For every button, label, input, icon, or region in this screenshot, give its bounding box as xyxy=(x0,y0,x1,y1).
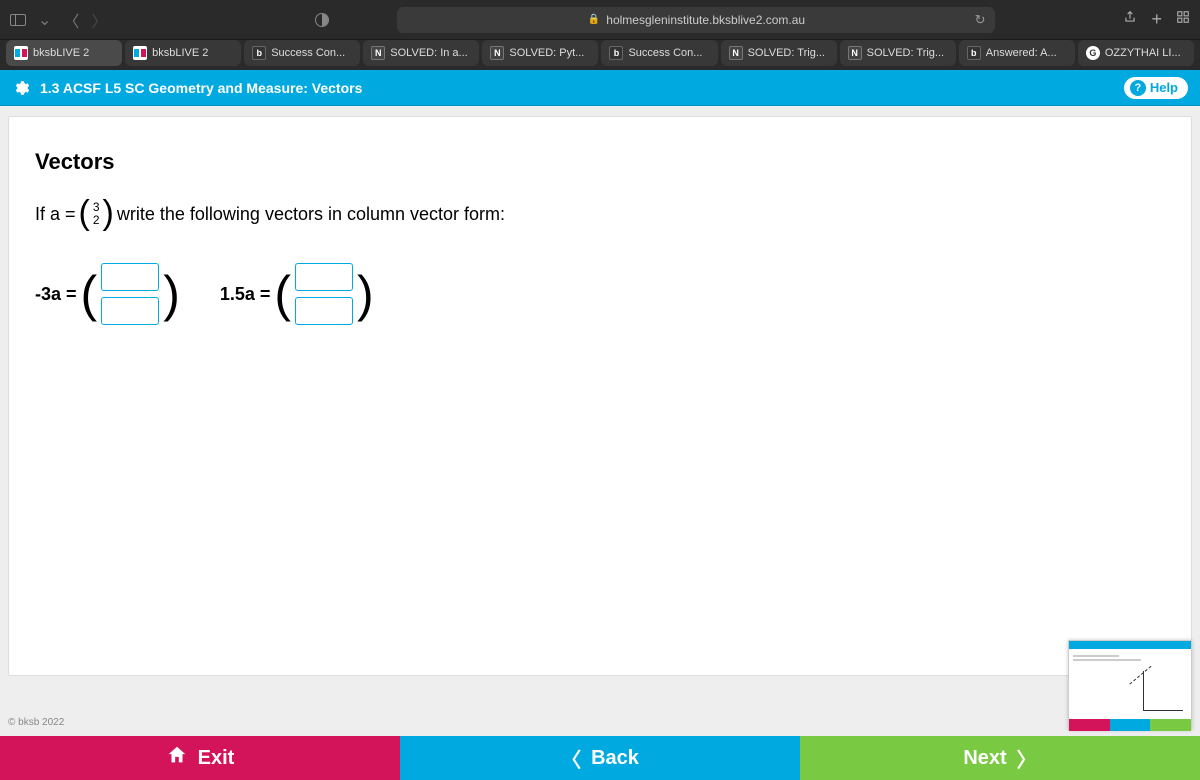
favicon-icon: N xyxy=(729,46,743,60)
vector-open-paren: ( xyxy=(79,202,90,226)
footer-nav: Exit 〈 Back Next 〉 xyxy=(0,736,1200,780)
favicon-icon xyxy=(133,46,147,60)
chevron-left-icon: 〈 xyxy=(561,744,581,773)
browser-tab[interactable]: N SOLVED: Trig... xyxy=(840,40,956,66)
share-icon[interactable] xyxy=(1123,10,1137,29)
course-header: 1.3 ACSF L5 SC Geometry and Measure: Vec… xyxy=(0,70,1200,106)
favicon-icon: G xyxy=(1086,46,1100,60)
browser-tab[interactable]: bksbLIVE 2 xyxy=(6,40,122,66)
answer-2-bot-input[interactable] xyxy=(295,297,353,325)
exit-button[interactable]: Exit xyxy=(0,736,400,780)
vector-bot: 2 xyxy=(93,214,100,227)
reload-icon[interactable]: ↻ xyxy=(975,12,986,28)
browser-tab[interactable]: G OZZYTHAI LI... xyxy=(1078,40,1194,66)
browser-tab[interactable]: bksbLIVE 2 xyxy=(125,40,241,66)
browser-toolbar: ⌄ 〈 〉 🔒 holmesgleninstitute.bksblive2.co… xyxy=(0,0,1200,40)
question-prompt: If a = ( 3 2 ) write the following vecto… xyxy=(35,201,1165,227)
browser-tab[interactable]: N SOLVED: Trig... xyxy=(721,40,837,66)
answer-1-top-input[interactable] xyxy=(101,263,159,291)
browser-tab[interactable]: b Success Con... xyxy=(601,40,717,66)
tab-label: bksbLIVE 2 xyxy=(33,47,114,59)
back-button[interactable]: 〈 Back xyxy=(400,736,800,780)
back-label: Back xyxy=(591,747,639,770)
tab-label: SOLVED: Trig... xyxy=(748,47,829,59)
tab-strip: bksbLIVE 2 bksbLIVE 2 b Success Con... N SOLV… xyxy=(0,40,1200,70)
prompt-pre: If a = xyxy=(35,204,76,225)
paren-close: ) xyxy=(163,269,180,319)
next-label: Next xyxy=(963,747,1006,770)
sidebar-toggle-icon[interactable] xyxy=(10,14,26,26)
nav-back-icon[interactable]: 〈 xyxy=(63,8,79,32)
favicon-icon: b xyxy=(252,46,266,60)
answer-1-label: -3a = xyxy=(35,284,77,305)
prompt-post: write the following vectors in column ve… xyxy=(117,204,505,225)
browser-tab[interactable]: N SOLVED: In a... xyxy=(363,40,479,66)
copyright: © bksb 2022 xyxy=(8,717,64,728)
tab-label: OZZYTHAI LI... xyxy=(1105,47,1186,59)
answer-2-top-input[interactable] xyxy=(295,263,353,291)
help-icon: ? xyxy=(1130,80,1146,96)
paren-open: ( xyxy=(81,269,98,319)
answer-1-bot-input[interactable] xyxy=(101,297,159,325)
content-area: Vectors If a = ( 3 2 ) write the followi… xyxy=(0,106,1200,736)
url-text: holmesgleninstitute.bksblive2.com.au xyxy=(606,13,805,27)
tab-label: bksbLIVE 2 xyxy=(152,47,233,59)
help-label: Help xyxy=(1150,80,1178,95)
browser-tab[interactable]: b Success Con... xyxy=(244,40,360,66)
tab-label: SOLVED: In a... xyxy=(390,47,471,59)
tab-label: Success Con... xyxy=(271,47,352,59)
nav-forward-icon: 〉 xyxy=(91,8,107,32)
favicon-icon xyxy=(14,46,28,60)
browser-tab[interactable]: b Answered: A... xyxy=(959,40,1075,66)
lock-icon: 🔒 xyxy=(588,14,600,25)
tab-label: Success Con... xyxy=(628,47,709,59)
exit-label: Exit xyxy=(198,747,235,770)
favicon-icon: b xyxy=(609,46,623,60)
tab-overview-icon[interactable] xyxy=(1176,10,1190,29)
help-button[interactable]: ? Help xyxy=(1124,77,1188,99)
question-title: Vectors xyxy=(35,149,1165,175)
browser-tab[interactable]: N SOLVED: Pyt... xyxy=(482,40,598,66)
answer-row: -3a = ( ) 1.5a = ( ) xyxy=(35,263,1165,325)
tab-dropdown-icon[interactable]: ⌄ xyxy=(38,10,51,30)
answer-1: -3a = ( ) xyxy=(35,263,180,325)
address-bar[interactable]: 🔒 holmesgleninstitute.bksblive2.com.au ↻ xyxy=(397,7,995,33)
tab-label: SOLVED: Pyt... xyxy=(509,47,590,59)
favicon-icon: N xyxy=(371,46,385,60)
vector-close-paren: ) xyxy=(103,202,114,226)
paren-close: ) xyxy=(357,269,374,319)
tab-label: Answered: A... xyxy=(986,47,1067,59)
gear-icon[interactable] xyxy=(12,79,30,97)
chevron-right-icon: 〉 xyxy=(1017,744,1037,773)
answer-2-label: 1.5a = xyxy=(220,284,271,305)
tab-label: SOLVED: Trig... xyxy=(867,47,948,59)
privacy-shield-icon[interactable] xyxy=(315,13,329,27)
next-button[interactable]: Next 〉 xyxy=(800,736,1200,780)
course-title: 1.3 ACSF L5 SC Geometry and Measure: Vec… xyxy=(40,80,362,96)
new-tab-icon[interactable]: + xyxy=(1151,9,1162,30)
question-card: Vectors If a = ( 3 2 ) write the followi… xyxy=(8,116,1192,676)
answer-2: 1.5a = ( ) xyxy=(220,263,374,325)
favicon-icon: b xyxy=(967,46,981,60)
vector-a: 3 2 xyxy=(93,201,100,227)
paren-open: ( xyxy=(274,269,291,319)
favicon-icon: N xyxy=(490,46,504,60)
home-icon xyxy=(166,744,188,772)
favicon-icon: N xyxy=(848,46,862,60)
preview-thumbnail[interactable] xyxy=(1068,640,1192,730)
